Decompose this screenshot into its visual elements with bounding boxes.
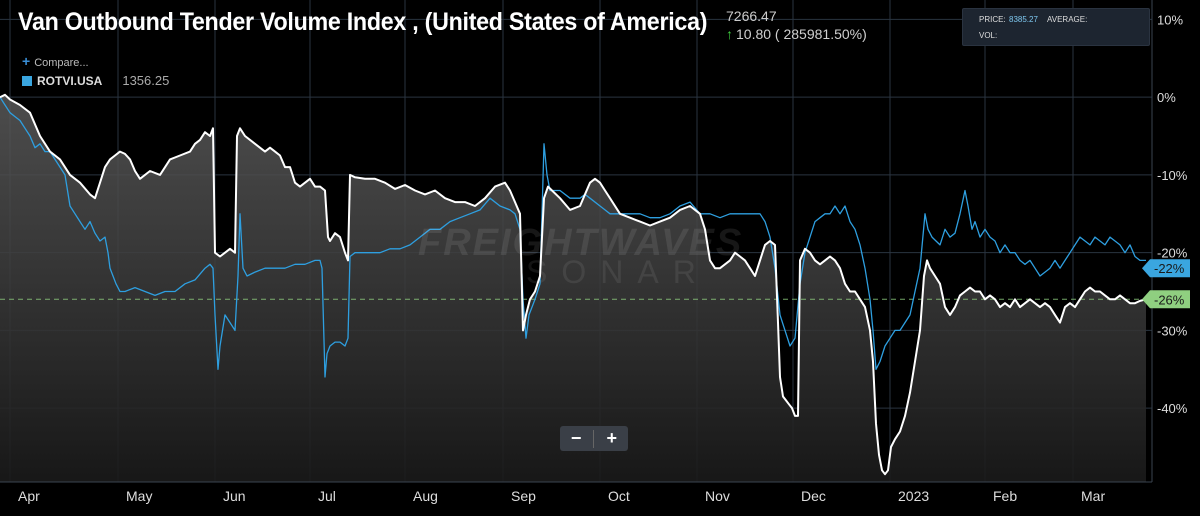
watermark-freightwaves: FREIGHTWAVES (418, 222, 744, 264)
zoom-in-button[interactable]: + (606, 428, 618, 448)
y-tick-label: -30% (1157, 323, 1188, 338)
x-tick-label: Mar (1081, 488, 1105, 504)
zoom-control: − + (560, 426, 628, 451)
x-tick-label: Aug (413, 488, 438, 504)
x-tick-label: Apr (18, 488, 40, 504)
price-value: 8385.27 (1009, 15, 1038, 24)
last-value-tag-label: -22% (1154, 261, 1185, 276)
price-info-box: PRICE: 8385.27 AVERAGE: VOL: (962, 8, 1150, 46)
compare-label: Compare... (34, 57, 89, 69)
series-color-swatch (22, 76, 32, 86)
last-price: 7266.47 (726, 8, 777, 24)
zoom-out-button[interactable]: − (570, 428, 582, 448)
last-value-tag (1142, 259, 1190, 278)
blue-series-line (0, 96, 1146, 378)
x-tick-label: Dec (801, 488, 826, 504)
x-tick-label: Jul (318, 488, 336, 504)
y-tick-label: -20% (1157, 246, 1188, 261)
x-tick-label: Oct (608, 488, 630, 504)
chart-title: Van Outbound Tender Volume Index , (Unit… (18, 8, 708, 36)
series-symbol: ROTVI.USA (37, 74, 103, 88)
vol-label: VOL: (979, 31, 998, 40)
x-tick-label: 2023 (898, 488, 929, 504)
last-value-tag-label: -26% (1154, 292, 1185, 307)
white-series-line (0, 93, 1147, 476)
compare-button[interactable]: + Compare... (22, 53, 89, 69)
y-tick-label: -40% (1157, 401, 1188, 416)
x-tick-label: Jun (223, 488, 246, 504)
last-value-tag (1142, 290, 1190, 309)
y-tick-label: 0% (1157, 90, 1176, 105)
white-series-area (0, 94, 1146, 483)
price-change-text: 10.80 ( 285981.50%) (736, 26, 867, 42)
average-label: AVERAGE: (1047, 15, 1088, 24)
plus-icon: + (22, 53, 31, 69)
series-legend-item[interactable]: ROTVI.USA 1356.25 (22, 73, 169, 88)
zoom-divider (593, 429, 595, 448)
y-tick-label: -10% (1157, 168, 1188, 183)
price-change: ↑ 10.80 ( 285981.50%) (726, 26, 867, 42)
x-tick-label: Feb (993, 488, 1017, 504)
watermark-sonar: SONAR (526, 254, 710, 290)
x-tick-label: May (126, 488, 152, 504)
x-tick-label: Nov (705, 488, 730, 504)
up-arrow-icon: ↑ (726, 26, 733, 42)
price-label: PRICE: (979, 15, 1006, 24)
series-value: 1356.25 (122, 73, 170, 88)
x-tick-label: Sep (511, 488, 536, 504)
y-tick-label: 10% (1157, 12, 1183, 27)
